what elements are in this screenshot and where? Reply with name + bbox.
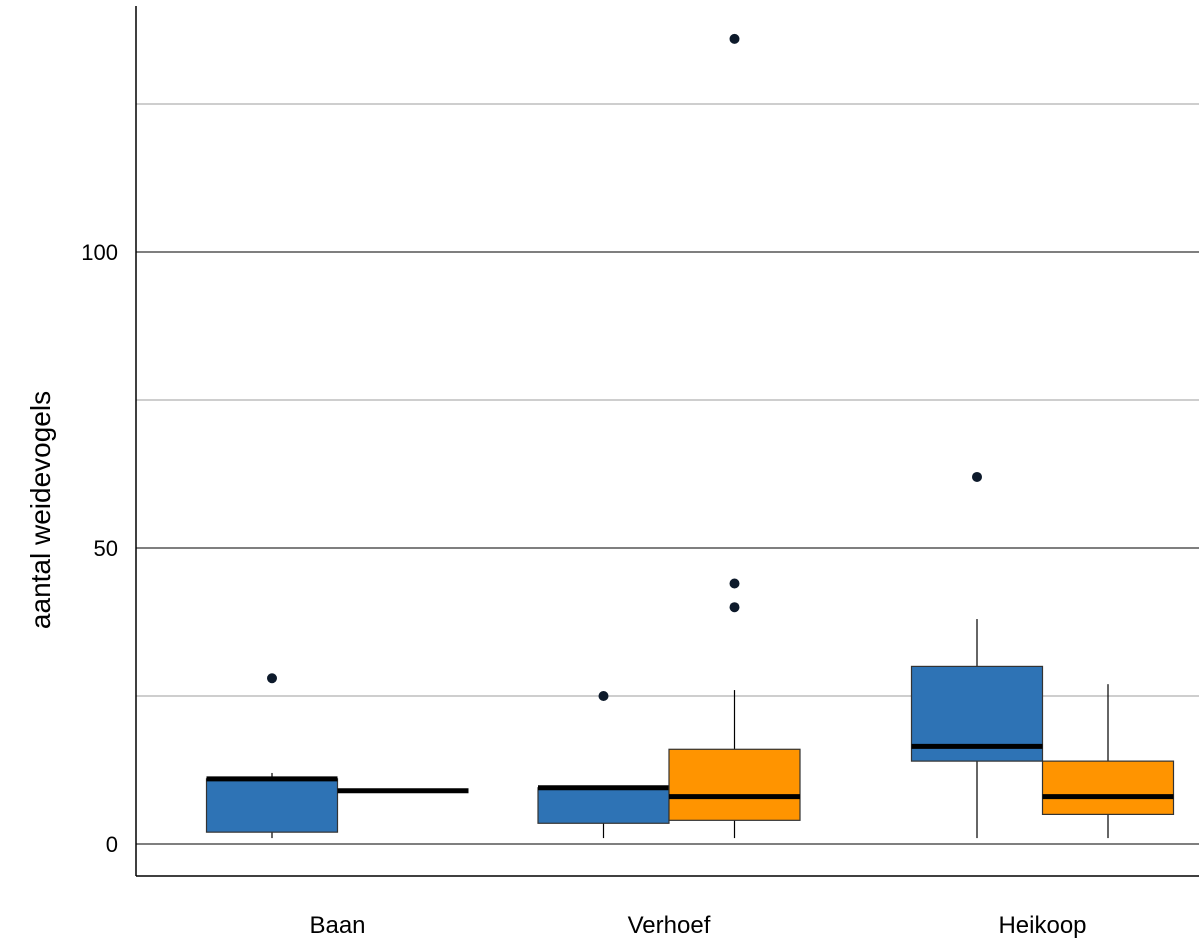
outlier-point [729,578,740,589]
gridlines [136,103,1199,845]
y-tick-label: 0 [106,832,118,857]
axes [135,6,1199,877]
outlier-point [729,33,740,44]
y-axis-label: aantal weidevogels [25,391,56,629]
box-baan-0 [205,673,339,839]
outlier-point [598,691,609,701]
x-category-label: Baan [309,912,365,939]
box-heikoop-1 [1041,684,1175,839]
boxes [205,33,1175,839]
y-tick-label: 100 [81,240,118,265]
box-verhoef-0 [537,691,670,839]
box-rect [205,778,339,833]
box-rect [1041,760,1175,815]
x-category-label: Verhoef [628,912,711,939]
box-verhoef-1 [668,33,801,839]
outlier-point [972,471,982,482]
y-tick-label: 50 [94,536,118,561]
outlier-point [267,673,277,684]
box-rect [537,787,670,824]
x-category-label: Heikoop [998,912,1086,939]
box-heikoop-0 [910,471,1044,839]
outlier-point [729,602,740,613]
labels: aantal weidevogels 0 50 100 Baan Verhoef Heik… [25,240,1087,939]
box-rect [668,748,801,821]
